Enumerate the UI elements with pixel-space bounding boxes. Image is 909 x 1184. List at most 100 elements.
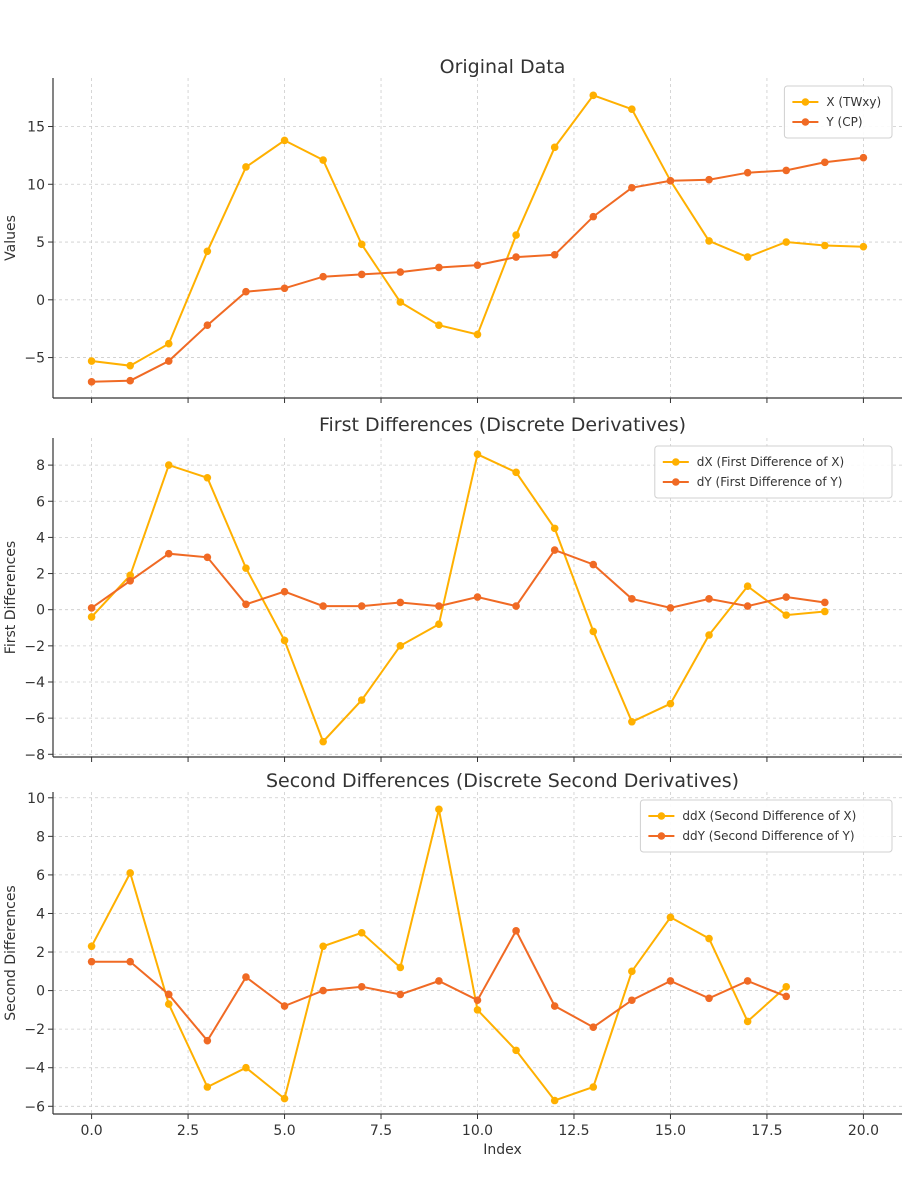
y-tick-label: 8 (36, 829, 45, 845)
data-point (357, 982, 366, 991)
y-tick-label: −5 (24, 351, 45, 367)
chart-panel-1: −5 0 5 10 15 Original Data Values X (TWxy) Y (CP… (3, 56, 902, 403)
legend-label: dY (First Difference of Y) (697, 475, 843, 489)
data-point (203, 247, 212, 256)
data-point (743, 602, 752, 610)
legend-swatch-marker (801, 118, 810, 126)
legend-swatch-marker (657, 832, 666, 840)
data-point (396, 298, 405, 306)
x-tick-label: 7.5 (370, 1123, 392, 1139)
data-point (589, 560, 598, 569)
data-point (164, 461, 173, 469)
y-tick-label: −6 (24, 711, 45, 727)
data-point (512, 927, 520, 935)
data-point (280, 1094, 289, 1103)
data-point (357, 240, 366, 249)
data-point (550, 546, 559, 554)
y-tick-label: 0 (36, 984, 45, 1000)
legend-swatch-marker (672, 478, 680, 486)
data-point (473, 1006, 482, 1014)
legend: dX (First Difference of X) dY (First Diff… (654, 445, 893, 499)
y-tick-label: 5 (36, 235, 45, 251)
y-tick-label: 4 (36, 530, 45, 546)
data-point (550, 250, 559, 259)
data-point (705, 595, 713, 603)
data-point (242, 163, 250, 171)
data-point (743, 1017, 752, 1026)
data-point (821, 158, 829, 167)
data-point (473, 996, 482, 1005)
data-point (821, 598, 829, 607)
data-point (396, 642, 405, 650)
data-point (512, 468, 520, 477)
data-point (126, 361, 134, 370)
data-point (512, 602, 520, 610)
data-point (435, 977, 443, 985)
data-point (705, 994, 713, 1003)
data-point (550, 143, 559, 152)
y-tick-label: 0 (36, 293, 45, 309)
y-tick-label: 10 (27, 177, 45, 193)
x-tick-label: 17.5 (751, 1123, 782, 1139)
data-point (280, 636, 289, 645)
y-tick-label: 10 (27, 791, 45, 807)
y-tick-label: 6 (36, 494, 45, 510)
data-point (512, 1046, 520, 1055)
y-tick-label: 15 (27, 120, 45, 136)
data-point (164, 339, 173, 348)
data-point (126, 576, 134, 585)
y-tick-label: 2 (36, 945, 45, 961)
data-point (782, 992, 791, 1001)
data-point (242, 287, 250, 296)
data-point (589, 627, 598, 636)
data-point (396, 268, 405, 276)
data-point (782, 166, 791, 175)
data-point (705, 237, 713, 245)
data-point (782, 611, 791, 619)
series-line (90, 452, 825, 744)
data-point (666, 913, 675, 922)
y-tick-label: −4 (24, 1061, 45, 1077)
data-point (357, 928, 366, 937)
data-point (319, 942, 327, 951)
data-point (319, 602, 327, 610)
data-point (242, 564, 250, 572)
data-point (357, 696, 366, 704)
data-point (396, 598, 405, 607)
data-point (821, 607, 829, 616)
data-point (319, 737, 327, 746)
data-point (242, 600, 250, 609)
data-point (473, 450, 482, 459)
legend-label: ddY (Second Difference of Y) (682, 829, 854, 843)
data-point (550, 524, 559, 533)
series-line (90, 809, 787, 1102)
data-point (473, 330, 482, 339)
data-point (859, 242, 868, 251)
series-1 (87, 450, 829, 746)
series-1 (87, 91, 868, 370)
data-point (628, 183, 636, 192)
legend-swatch-marker (672, 458, 680, 466)
data-point (87, 378, 96, 386)
data-point (87, 957, 96, 966)
y-axis-label: First Differences (3, 541, 19, 654)
data-point (203, 321, 212, 330)
x-tick-label: 0.0 (80, 1123, 102, 1139)
y-tick-label: 0 (36, 603, 45, 619)
data-point (628, 717, 636, 726)
data-point (666, 977, 675, 985)
data-point (512, 231, 520, 239)
y-axis-label: Values (3, 215, 19, 261)
data-point (242, 973, 250, 981)
data-point (203, 1083, 212, 1091)
series-2 (87, 546, 829, 612)
legend-label: ddX (Second Difference of X) (682, 809, 856, 823)
series-2 (87, 153, 868, 386)
data-point (666, 699, 675, 708)
data-point (280, 587, 289, 596)
data-point (396, 963, 405, 972)
data-point (743, 977, 752, 985)
series-2 (87, 927, 791, 1045)
data-point (87, 357, 96, 365)
